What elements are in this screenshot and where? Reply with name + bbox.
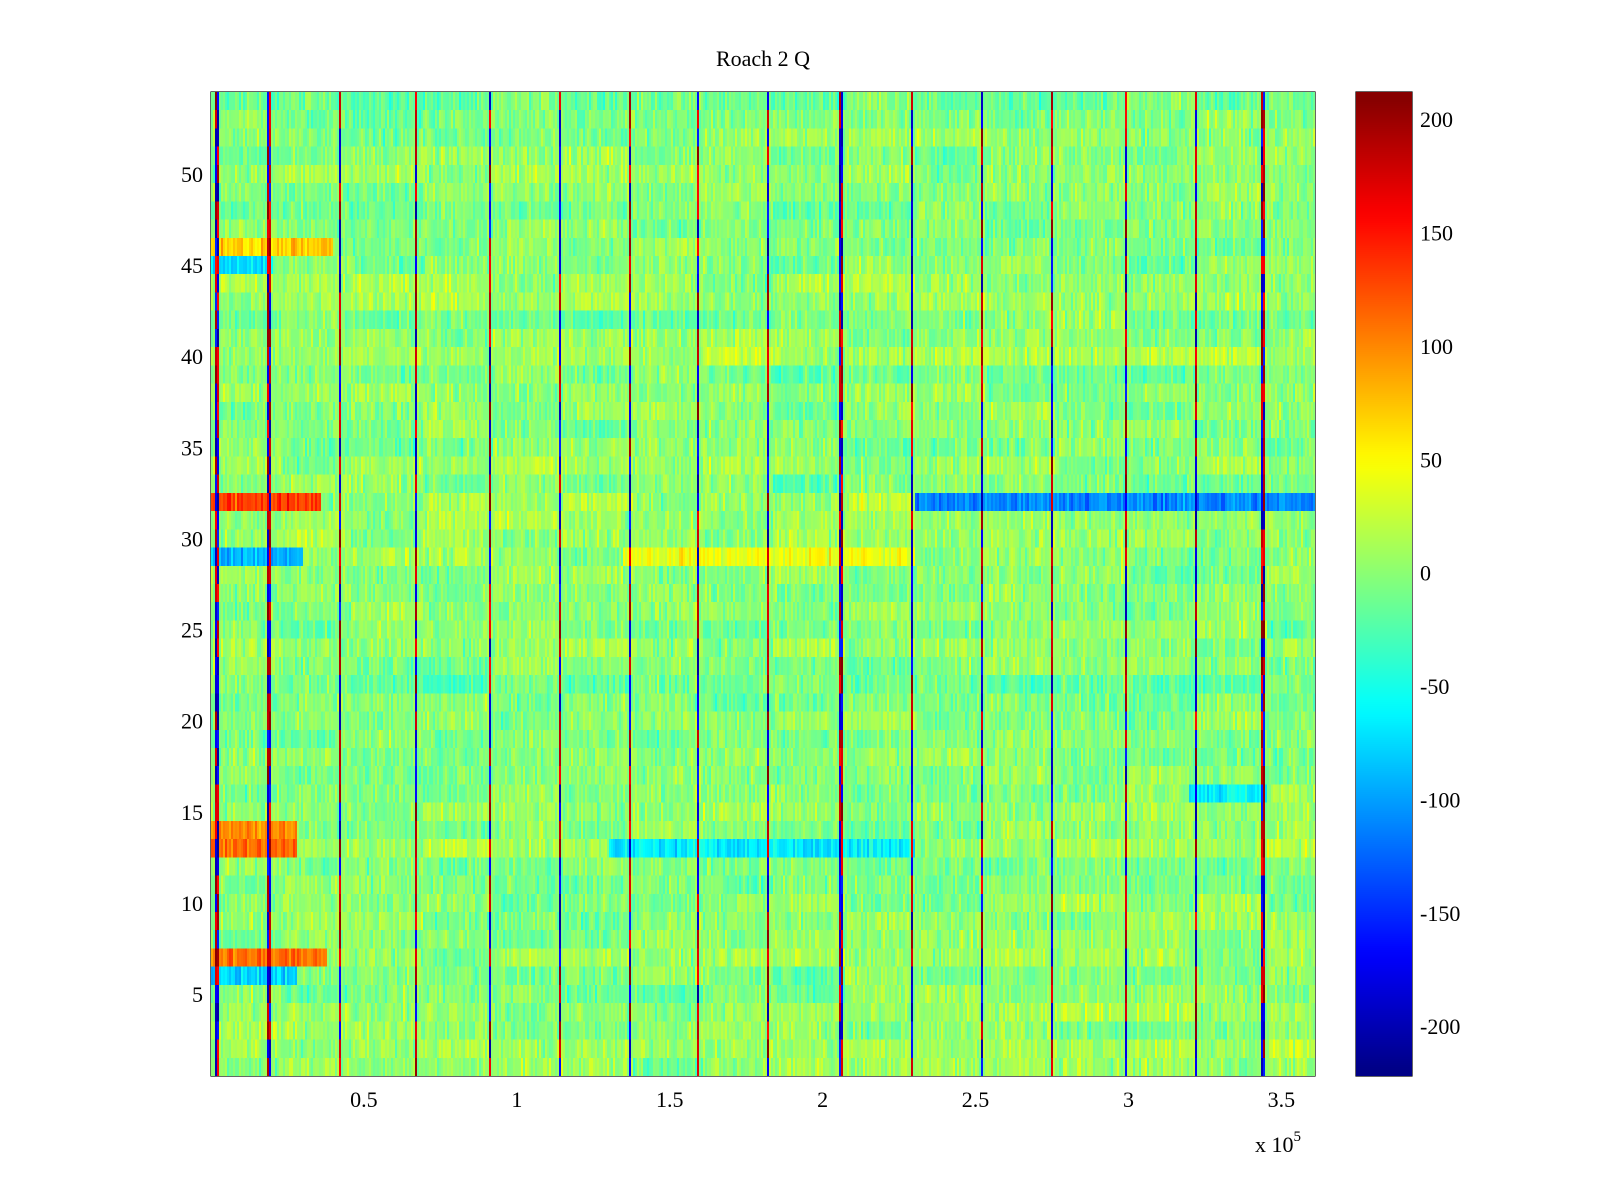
y-tick-label: 20	[181, 709, 203, 734]
colorbar-gradient	[1356, 92, 1412, 1076]
y-tick-label: 35	[181, 435, 203, 460]
chart-title: Roach 2 Q	[716, 46, 810, 71]
y-tick-label: 30	[181, 526, 203, 551]
y-tick-label: 5	[192, 982, 203, 1007]
y-tick-label: 45	[181, 253, 203, 278]
y-tick-label: 25	[181, 618, 203, 643]
colorbar-tick-label: 150	[1420, 221, 1453, 246]
colorbar-tick-label: 200	[1420, 107, 1453, 132]
colorbar-tick-label: -100	[1420, 787, 1460, 812]
x-tick-label: 3.5	[1268, 1087, 1296, 1112]
y-tick-label: 50	[181, 162, 203, 187]
colorbar-axis: 200 150 100 50 0 -50 -100 -150 -200	[1356, 107, 1460, 1039]
x-tick-label: 1	[511, 1087, 522, 1112]
colorbar-tick-label: 50	[1420, 447, 1442, 472]
x-tick-label: 1.5	[656, 1087, 684, 1112]
colorbar-tick-label: -150	[1420, 901, 1460, 926]
x-tick-label: 3	[1123, 1087, 1134, 1112]
colorbar-tick-label: -200	[1420, 1014, 1460, 1039]
colorbar-tick-label: 100	[1420, 334, 1453, 359]
x-tick-label: 0.5	[350, 1087, 378, 1112]
x-tick-label: 2	[817, 1087, 828, 1112]
y-tick-label: 40	[181, 344, 203, 369]
colorbar-tick-label: 0	[1420, 561, 1431, 586]
y-tick-label: 15	[181, 800, 203, 825]
x-tick-label: 2.5	[962, 1087, 990, 1112]
y-tick-label: 10	[181, 891, 203, 916]
x-axis-multiplier-exponent: 5	[1294, 1129, 1302, 1145]
colorbar-tick-label: -50	[1420, 674, 1449, 699]
heatmap-image	[211, 92, 1315, 1076]
x-axis-multiplier: x 105	[1255, 1129, 1301, 1157]
y-axis: 5 10 15 20 25 30 35 40 45 50	[181, 162, 1315, 1007]
x-axis-multiplier-base: x 10	[1255, 1132, 1294, 1157]
